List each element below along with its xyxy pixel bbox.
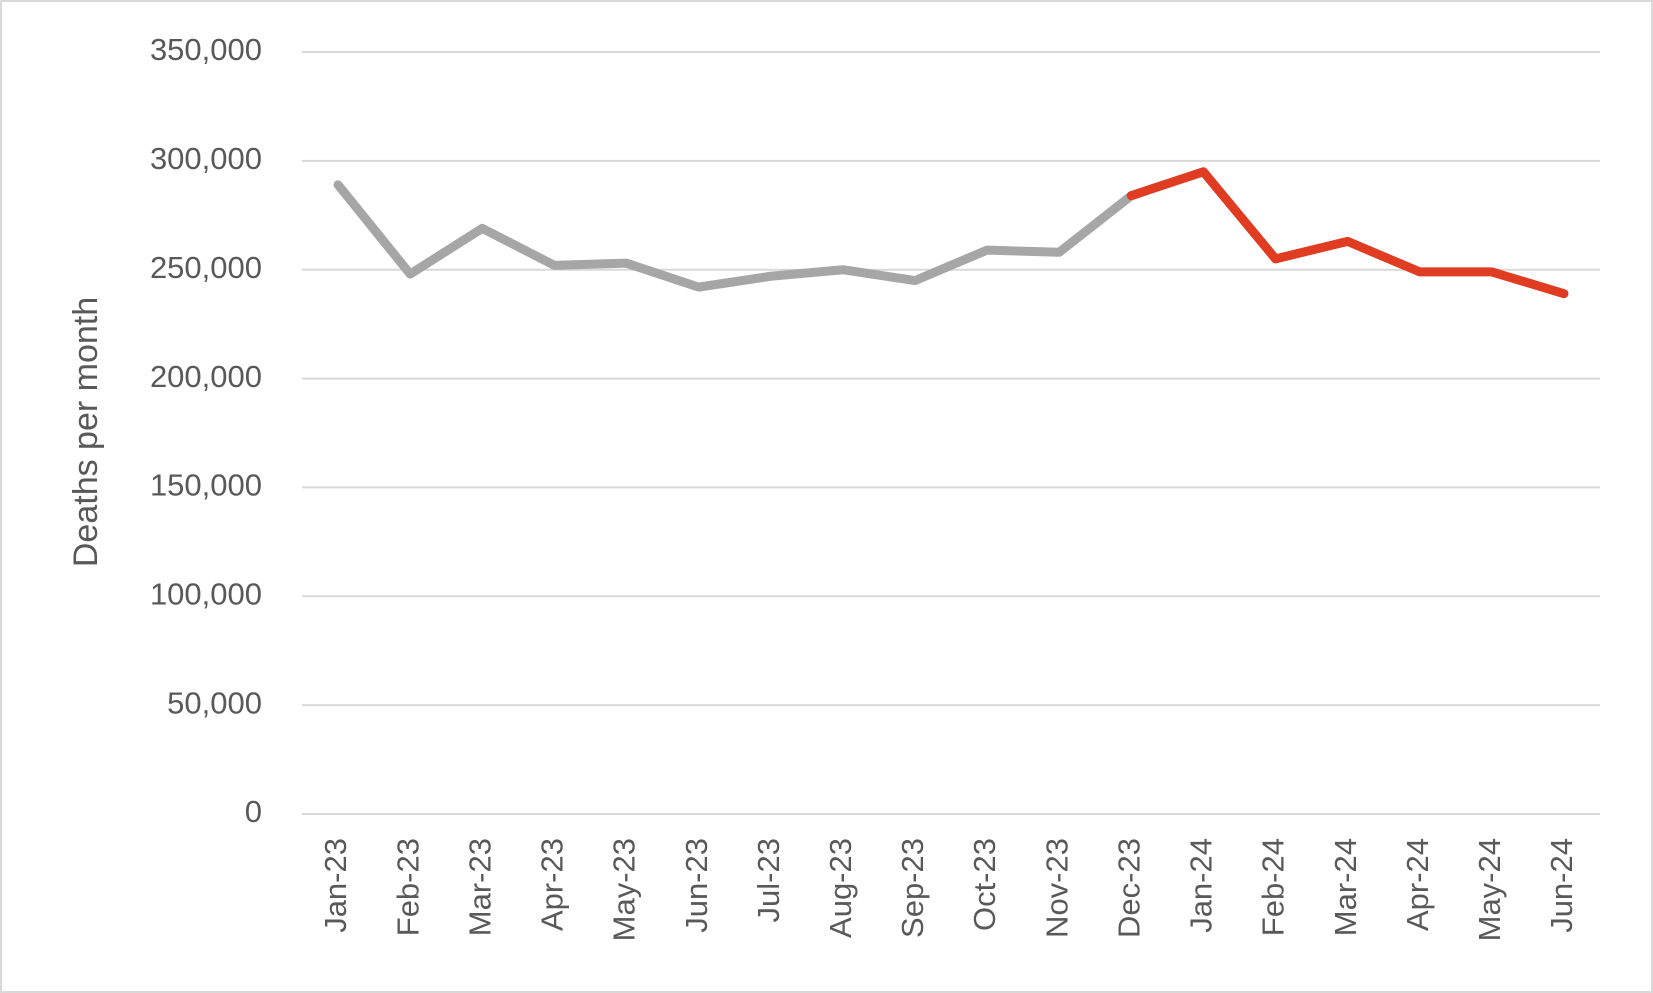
y-tick-label: 250,000 (150, 250, 262, 285)
x-tick-label: Dec-23 (1111, 838, 1146, 938)
x-tick-label: May-23 (607, 838, 642, 941)
x-tick-label: Mar-23 (462, 838, 497, 936)
x-tick-label: Sep-23 (895, 838, 930, 938)
x-tick-label: Aug-23 (823, 838, 858, 938)
x-tick-label: Nov-23 (1039, 838, 1074, 938)
y-tick-label: 300,000 (150, 141, 262, 176)
x-tick-label: May-24 (1472, 838, 1507, 941)
x-tick-label: Mar-24 (1328, 838, 1363, 936)
y-axis-label: Deaths per month (67, 297, 105, 567)
x-tick-label: Jan-23 (318, 838, 353, 933)
x-tick-label: Feb-23 (390, 838, 425, 936)
x-tick-label: Jan-24 (1184, 838, 1219, 933)
y-tick-label: 100,000 (150, 576, 262, 611)
line-series (333, 180, 1136, 292)
y-tick-label: 50,000 (167, 685, 262, 720)
y-tick-label: 350,000 (150, 32, 262, 67)
x-tick-label: Oct-23 (967, 838, 1002, 931)
y-tick-label: 0 (245, 794, 262, 829)
line-series (1126, 167, 1569, 299)
x-tick-label: Feb-24 (1256, 838, 1291, 936)
x-tick-label: Jun-23 (679, 838, 714, 933)
x-tick-label: Apr-24 (1400, 838, 1435, 931)
y-tick-label: 200,000 (150, 359, 262, 394)
y-tick-label: 150,000 (150, 468, 262, 503)
x-tick-label: Jun-24 (1544, 838, 1579, 933)
x-tick-label: Jul-23 (751, 838, 786, 922)
x-tick-label: Apr-23 (535, 838, 570, 931)
